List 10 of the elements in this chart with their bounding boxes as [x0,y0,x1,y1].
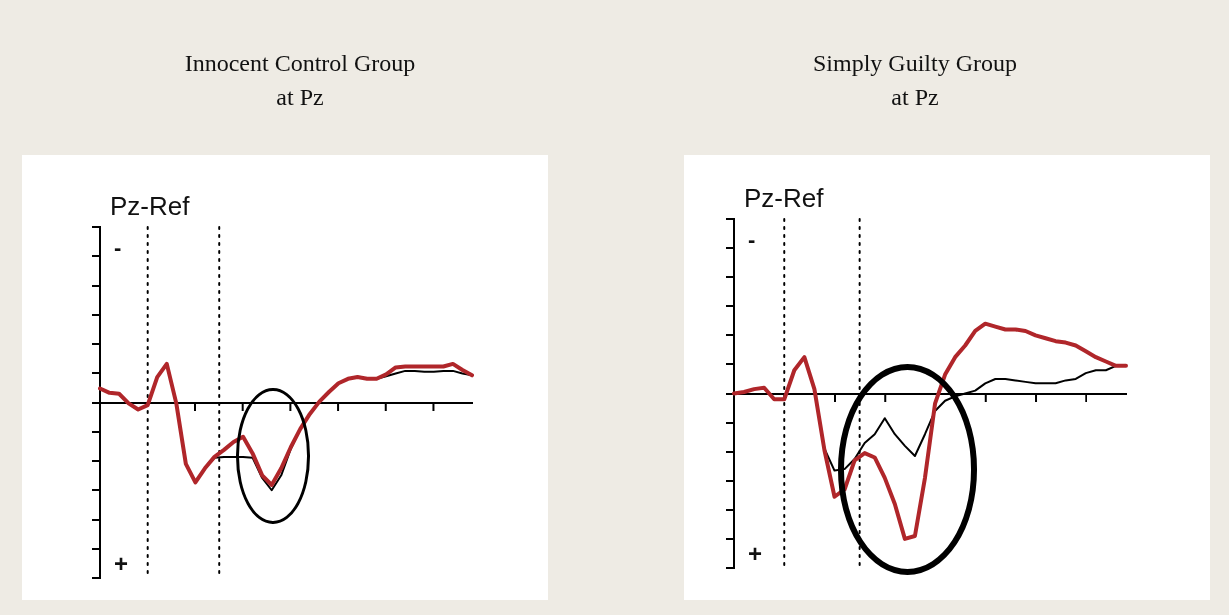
chart-subtitle: at Pz [275,84,325,111]
text: - [748,227,756,252]
text: + [748,540,763,567]
chart-subtitle: at Pz [890,84,940,111]
chart-title: Innocent Control Group [183,50,417,77]
text: + [114,550,129,577]
text: Pz-Ref [110,191,191,221]
text: Pz-Ref [744,183,825,213]
text: - [114,235,122,260]
chart-title: Simply Guilty Group [812,50,1018,77]
